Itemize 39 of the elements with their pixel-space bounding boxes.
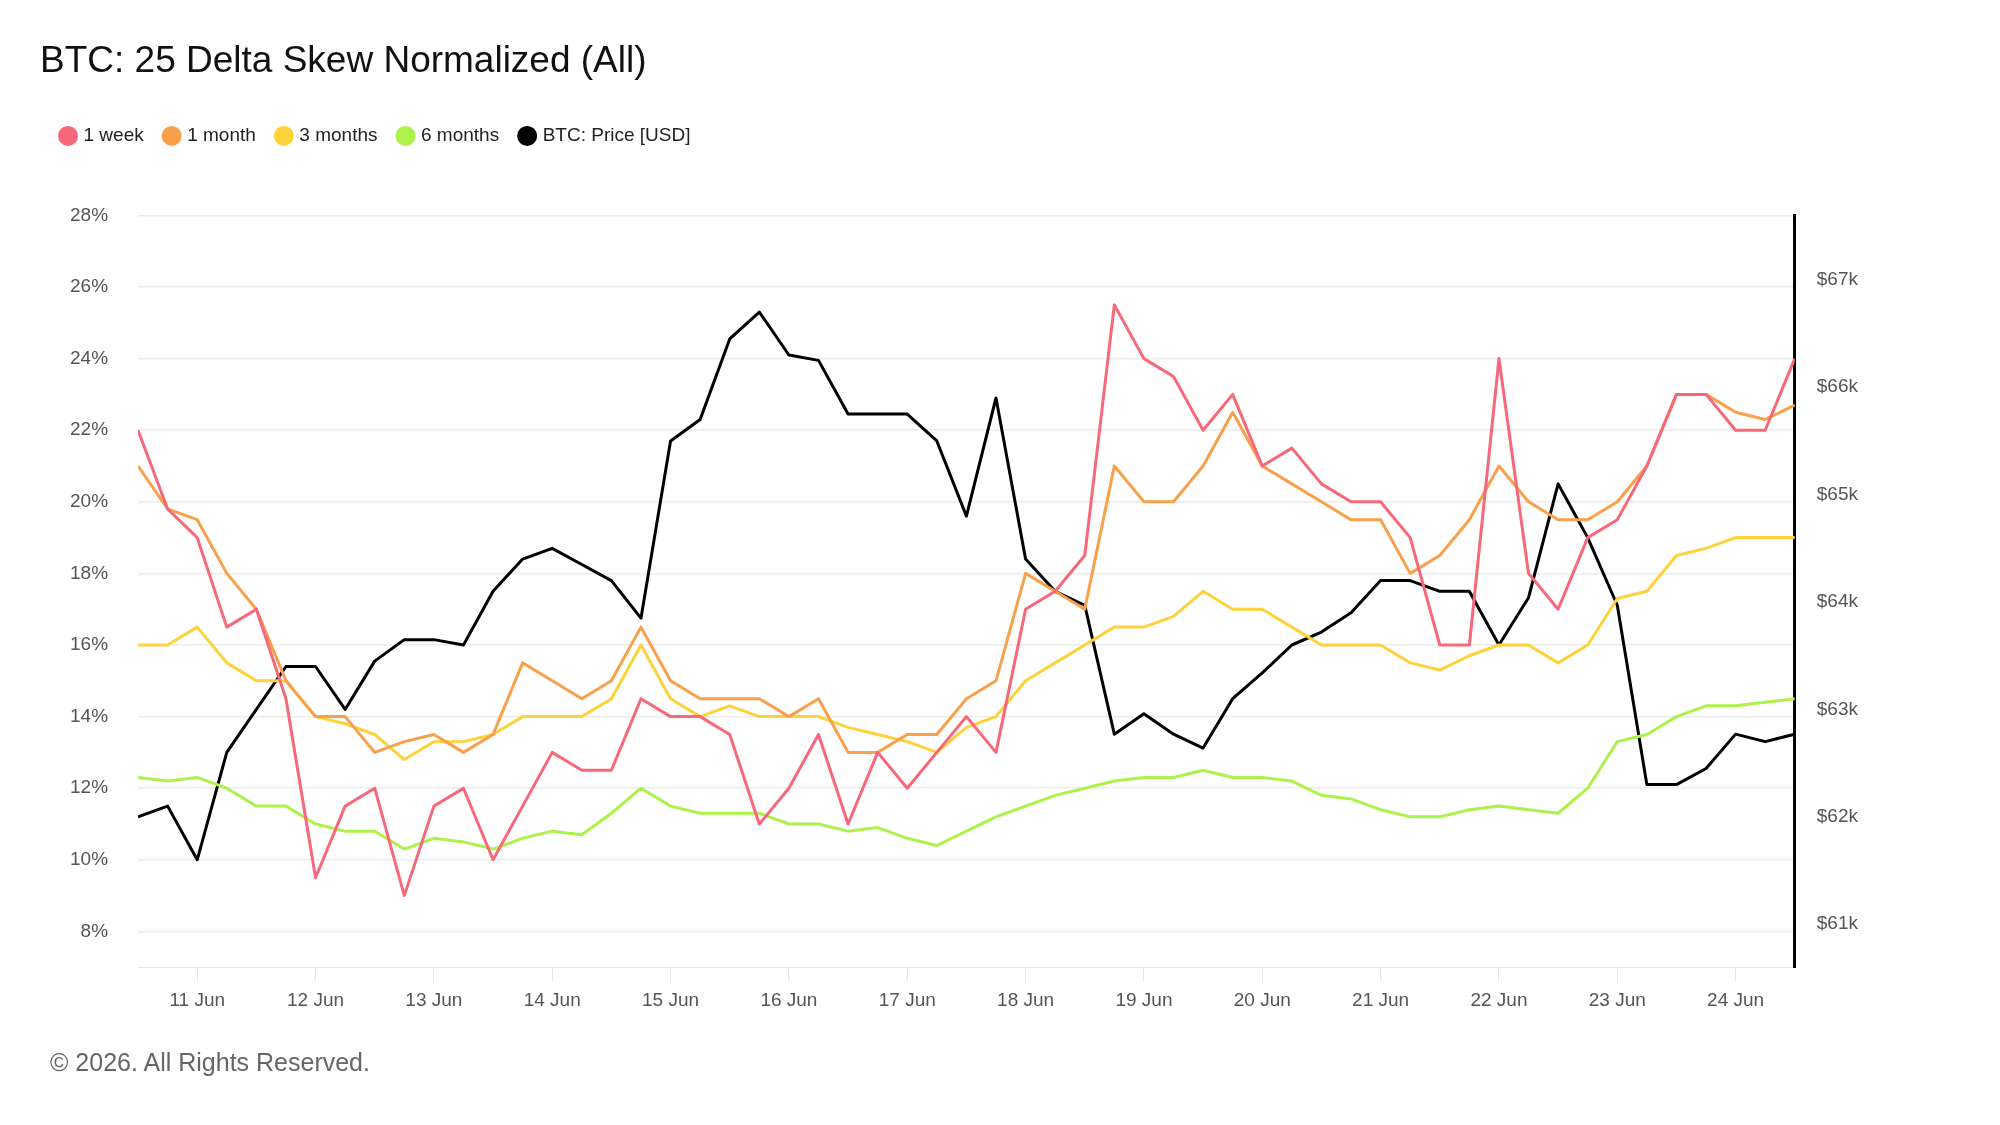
y-tick-label: 24% (70, 346, 109, 368)
legend-label: 1 month (187, 124, 256, 146)
x-tick-label: 21 Jun (1352, 988, 1410, 1010)
y2-tick-label: $66k (1816, 375, 1859, 397)
y-tick-label: 20% (70, 490, 109, 512)
x-tick-label: 18 Jun (997, 988, 1055, 1010)
y-tick-label: 22% (70, 418, 109, 440)
x-tick-label: 17 Jun (878, 988, 936, 1010)
x-tick-label: 24 Jun (1707, 988, 1765, 1010)
y2-tick-label: $62k (1816, 805, 1859, 827)
x-tick-label: 12 Jun (287, 988, 345, 1010)
x-tick-label: 11 Jun (169, 988, 226, 1010)
y2-tick-label: $67k (1816, 268, 1859, 290)
chart-title: BTC: 25 Delta Skew Normalized (All) (40, 39, 647, 81)
y-tick-label: 28% (70, 203, 109, 225)
x-tick-label: 20 Jun (1233, 988, 1291, 1010)
x-tick-label: 13 Jun (405, 988, 463, 1010)
x-tick-label: 23 Jun (1588, 988, 1646, 1010)
y-tick-label: 10% (70, 848, 109, 870)
x-tick-label: 14 Jun (523, 988, 581, 1010)
legend-label: 1 week (83, 124, 145, 146)
y-tick-label: 16% (70, 633, 109, 655)
text: © 2026. All Rights Reserved. (50, 1048, 370, 1077)
legend-label: 3 months (299, 124, 378, 146)
y2-tick-label: $61k (1816, 912, 1859, 934)
y2-tick-label: $65k (1816, 482, 1859, 504)
y2-tick-label: $63k (1816, 697, 1859, 719)
x-tick-label: 16 Jun (760, 988, 818, 1010)
legend-label: BTC: Price [USD] (542, 124, 691, 146)
x-tick-label: 22 Jun (1470, 988, 1528, 1010)
y-tick-label: 18% (70, 561, 109, 583)
legend-label: 6 months (421, 124, 500, 146)
y-tick-label: 12% (70, 776, 109, 798)
y-tick-label: 26% (70, 275, 109, 297)
x-tick-label: 15 Jun (642, 988, 700, 1010)
x-tick-label: 19 Jun (1115, 988, 1173, 1010)
y-tick-label: 8% (80, 919, 109, 941)
y2-tick-label: $64k (1816, 590, 1859, 612)
y-tick-label: 14% (70, 704, 109, 726)
